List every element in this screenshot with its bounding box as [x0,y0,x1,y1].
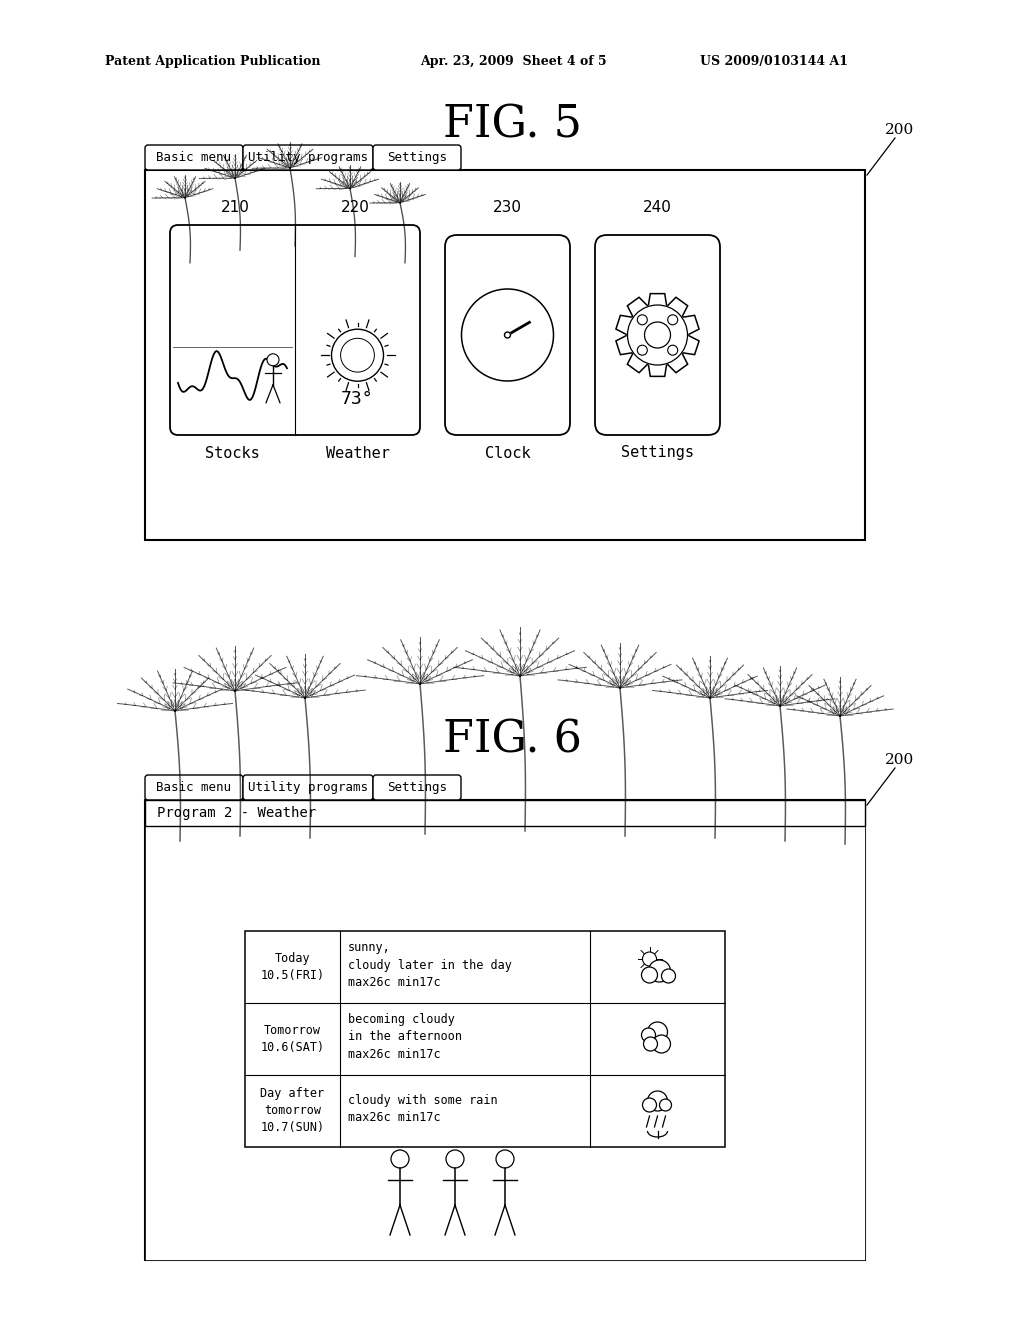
FancyBboxPatch shape [145,145,243,170]
Circle shape [641,968,657,983]
Bar [145,800,865,826]
Text: Patent Application Publication: Patent Application Publication [105,55,321,69]
FancyBboxPatch shape [145,775,243,800]
FancyBboxPatch shape [445,235,570,436]
Text: cloudy with some rain
max26c min17c: cloudy with some rain max26c min17c [348,1094,498,1125]
Circle shape [668,346,678,355]
FancyBboxPatch shape [243,145,373,170]
Circle shape [628,305,687,366]
Bar [245,931,725,1147]
Text: 220: 220 [341,201,370,215]
Text: Tomorrow
10.6(SAT): Tomorrow 10.6(SAT) [260,1024,325,1053]
Circle shape [391,1150,409,1168]
Text: Settings: Settings [621,446,694,461]
Circle shape [637,314,647,325]
Text: sunny,
cloudy later in the day
max26c min17c: sunny, cloudy later in the day max26c mi… [348,941,512,989]
Text: Utility programs: Utility programs [248,150,368,164]
Text: Program 2 - Weather: Program 2 - Weather [157,807,316,820]
Text: Utility programs: Utility programs [248,781,368,795]
Polygon shape [615,293,699,376]
Text: 240: 240 [643,201,672,215]
Circle shape [267,354,279,366]
Text: 73°: 73° [341,391,374,408]
Text: Basic menu: Basic menu [157,781,231,795]
Circle shape [505,333,511,338]
Text: Clock: Clock [484,446,530,461]
Circle shape [648,960,671,982]
FancyBboxPatch shape [595,235,720,436]
Circle shape [642,952,656,966]
Circle shape [462,289,554,381]
Circle shape [446,1150,464,1168]
Bar [145,170,865,540]
Text: 230: 230 [493,201,522,215]
Text: Apr. 23, 2009  Sheet 4 of 5: Apr. 23, 2009 Sheet 4 of 5 [420,55,606,69]
Circle shape [647,1092,668,1111]
Text: Settings: Settings [387,781,447,795]
Circle shape [668,314,678,325]
Circle shape [662,969,676,983]
Text: FIG. 6: FIG. 6 [442,718,582,762]
Circle shape [652,1035,671,1053]
FancyBboxPatch shape [243,775,373,800]
Text: 200: 200 [886,123,914,137]
Text: Weather: Weather [326,446,389,461]
Circle shape [496,1150,514,1168]
FancyBboxPatch shape [373,775,461,800]
Text: Stocks: Stocks [205,446,260,461]
Circle shape [644,322,671,348]
Circle shape [659,1100,672,1111]
FancyBboxPatch shape [170,224,420,436]
FancyBboxPatch shape [373,145,461,170]
Text: Basic menu: Basic menu [157,150,231,164]
Circle shape [647,1022,668,1041]
Text: Day after
tomorrow
10.7(SUN): Day after tomorrow 10.7(SUN) [260,1088,325,1134]
Text: 210: 210 [220,201,250,215]
Circle shape [642,1098,656,1111]
Text: Settings: Settings [387,150,447,164]
Text: becoming cloudy
in the afternoon
max26c min17c: becoming cloudy in the afternoon max26c … [348,1014,462,1060]
Circle shape [643,1038,657,1051]
Circle shape [637,346,647,355]
Circle shape [641,1028,655,1041]
Bar [145,800,865,1261]
Bar [145,826,865,1261]
Text: FIG. 5: FIG. 5 [442,103,582,147]
Text: US 2009/0103144 A1: US 2009/0103144 A1 [700,55,848,69]
Text: Today
10.5(FRI): Today 10.5(FRI) [260,952,325,982]
Circle shape [332,329,384,381]
Text: 200: 200 [886,752,914,767]
